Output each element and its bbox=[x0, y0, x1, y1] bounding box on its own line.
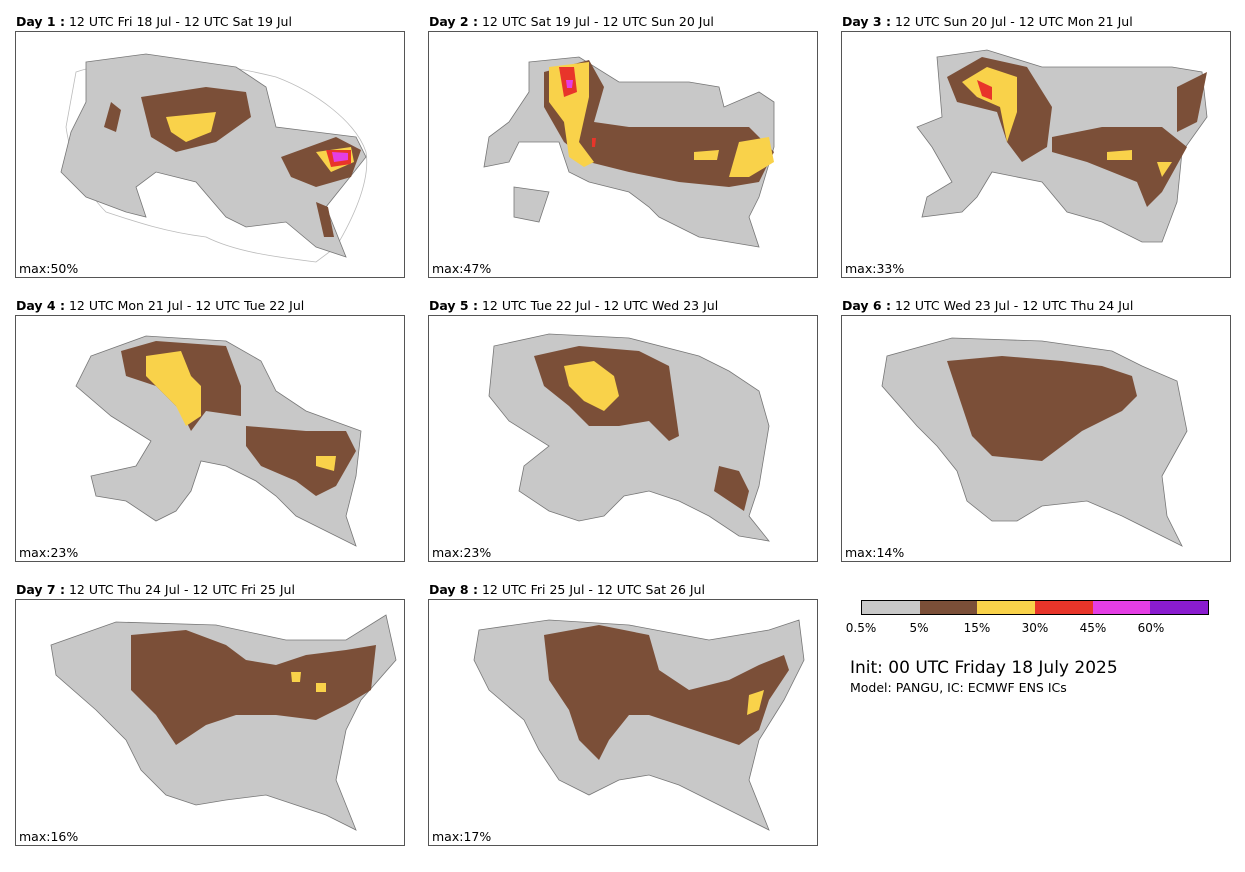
model-info: Model: PANGU, IC: ECMWF ENS ICs bbox=[850, 680, 1067, 695]
map-day4: max:23% bbox=[15, 315, 405, 562]
init-time: Init: 00 UTC Friday 18 July 2025 bbox=[850, 658, 1118, 678]
max-label: max:14% bbox=[845, 545, 905, 560]
panel-title-day6: Day 6 : 12 UTC Wed 23 Jul - 12 UTC Thu 2… bbox=[842, 298, 1134, 313]
panel-title-day5: Day 5 : 12 UTC Tue 22 Jul - 12 UTC Wed 2… bbox=[429, 298, 719, 313]
map-day6: max:14% bbox=[841, 315, 1231, 562]
legend-tick: 60% bbox=[1137, 621, 1165, 635]
max-label: max:50% bbox=[19, 261, 79, 276]
map-day7: max:16% bbox=[15, 599, 405, 846]
panel-title-day1: Day 1 : 12 UTC Fri 18 Jul - 12 UTC Sat 1… bbox=[16, 14, 292, 29]
legend-colorbar bbox=[861, 600, 1209, 615]
legend-swatch-6 bbox=[1150, 601, 1209, 614]
legend-swatch-4 bbox=[1035, 601, 1093, 614]
legend-swatch-3 bbox=[977, 601, 1036, 614]
max-label: max:33% bbox=[845, 261, 905, 276]
legend-tick: 15% bbox=[963, 621, 991, 635]
map-day1: max:50% bbox=[15, 31, 405, 278]
map-day2: max:47% bbox=[428, 31, 818, 278]
legend-swatch-5 bbox=[1092, 601, 1151, 614]
max-label: max:17% bbox=[432, 829, 492, 844]
max-label: max:23% bbox=[19, 545, 79, 560]
max-label: max:16% bbox=[19, 829, 79, 844]
legend-tick: 45% bbox=[1079, 621, 1107, 635]
panel-title-day4: Day 4 : 12 UTC Mon 21 Jul - 12 UTC Tue 2… bbox=[16, 298, 305, 313]
legend-swatch-2 bbox=[919, 601, 978, 614]
legend-swatch-1 bbox=[862, 601, 920, 614]
map-day3: max:33% bbox=[841, 31, 1231, 278]
legend-tick: 5% bbox=[909, 621, 929, 635]
panel-title-day2: Day 2 : 12 UTC Sat 19 Jul - 12 UTC Sun 2… bbox=[429, 14, 714, 29]
panel-title-day8: Day 8 : 12 UTC Fri 25 Jul - 12 UTC Sat 2… bbox=[429, 582, 705, 597]
map-day8: max:17% bbox=[428, 599, 818, 846]
legend-tick: 0.5% bbox=[845, 621, 877, 635]
map-day5: max:23% bbox=[428, 315, 818, 562]
legend-tick: 30% bbox=[1021, 621, 1049, 635]
max-label: max:23% bbox=[432, 545, 492, 560]
panel-title-day3: Day 3 : 12 UTC Sun 20 Jul - 12 UTC Mon 2… bbox=[842, 14, 1133, 29]
panel-title-day7: Day 7 : 12 UTC Thu 24 Jul - 12 UTC Fri 2… bbox=[16, 582, 295, 597]
max-label: max:47% bbox=[432, 261, 492, 276]
